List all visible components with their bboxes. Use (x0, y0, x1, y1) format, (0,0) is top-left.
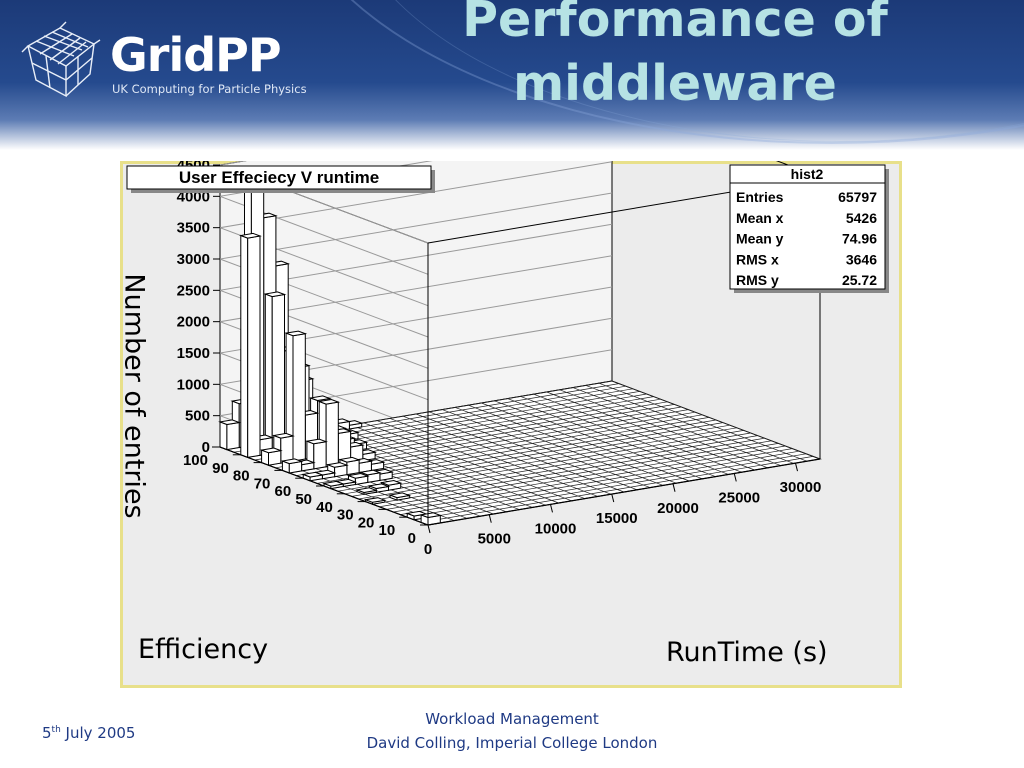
bar (218, 419, 242, 451)
floor-line (414, 453, 807, 521)
floor-line (337, 424, 730, 492)
tick-mark (795, 463, 798, 472)
axis-ticks: 0500100015002000250030003500400045000500… (177, 161, 822, 558)
chart-title-box: User Effeciecy V runtime (126, 165, 435, 193)
footer-date: 5th July 2005 (42, 724, 135, 742)
stats-name: hist2 (791, 166, 824, 182)
z-tick-label: 0 (202, 439, 210, 456)
floor-line (393, 445, 786, 513)
floor-line (421, 456, 814, 523)
gridpp-tagline: UK Computing for Particle Physics (112, 82, 307, 96)
stats-value: 3646 (846, 251, 877, 267)
stats-value: 65797 (838, 189, 877, 205)
chart-title: User Effeciecy V runtime (179, 168, 379, 187)
tick-mark (550, 504, 553, 513)
stats-label: Mean y (736, 231, 784, 247)
floor-line (351, 430, 744, 497)
box-edge (775, 161, 821, 178)
tick-mark (488, 514, 492, 523)
bar (388, 492, 412, 501)
y-tick-label: 100 (183, 452, 208, 469)
footer-center: Workload Management David Colling, Imper… (300, 707, 724, 755)
floor-line (379, 440, 772, 508)
floor-line (365, 435, 758, 502)
footer-line: David Colling, Imperial College London (366, 734, 658, 752)
gridpp-logo-text: GridPP (110, 28, 282, 82)
y-axis-label: Number of entries (118, 273, 150, 519)
axis-line (427, 458, 821, 526)
slide-title: Performance of middleware (390, 0, 960, 116)
floor-line (372, 437, 765, 505)
x-tick-label: 10000 (535, 520, 577, 537)
z-tick-label: 500 (185, 408, 210, 425)
floor-line (407, 450, 800, 518)
x-axis-label: RunTime (s) (666, 637, 828, 668)
date-day: 5 (42, 724, 52, 742)
floor-line (330, 422, 723, 489)
bar (322, 480, 346, 490)
y-tick-label: 0 (408, 530, 416, 547)
z-tick-label: 1000 (177, 376, 210, 393)
header-banner: GridPP UK Computing for Particle Physics… (0, 0, 1024, 150)
z-tick-label: 2500 (177, 282, 210, 299)
floor-line (386, 443, 779, 510)
tick-mark (427, 524, 431, 534)
stats-label: RMS x (736, 251, 779, 267)
stats-label: RMS y (736, 272, 779, 288)
y-tick-label: 30 (337, 507, 354, 524)
y-tick-label: 60 (275, 483, 292, 500)
z-tick-label: 2000 (177, 314, 210, 331)
lego-chart: 0500100015002000250030003500400045000500… (123, 161, 899, 685)
date-suffix: th (51, 725, 61, 735)
slide-title-line: middleware (513, 55, 837, 112)
x-tick-label: 5000 (478, 531, 511, 548)
gridpp-grid-icon (21, 21, 101, 98)
y-tick-label: 80 (233, 468, 250, 485)
y-tick-label: 20 (358, 514, 375, 531)
stats-value: 74.96 (842, 231, 877, 247)
z-tick-label: 3500 (177, 220, 210, 237)
bar (259, 447, 283, 466)
stats-value: 5426 (846, 210, 877, 226)
date-rest: July 2005 (60, 724, 136, 742)
tick-mark (733, 473, 737, 482)
x-tick-label: 30000 (780, 479, 822, 496)
bar (238, 232, 262, 459)
slide-title-line: Performance of (462, 0, 888, 48)
z-tick-label: 3000 (177, 251, 210, 268)
floor-line (358, 432, 751, 500)
z-tick-label: 1500 (177, 345, 210, 362)
tick-mark (611, 493, 615, 503)
tick-mark (672, 483, 676, 492)
y-tick-label: 10 (379, 522, 396, 539)
depth-axis-label: Efficiency (138, 634, 269, 665)
bars (218, 170, 443, 526)
floor-line (400, 448, 793, 515)
bar (355, 487, 379, 496)
stats-box: hist2 Entries 65797 Mean x 5426 Mean y 74.96 R… (729, 164, 889, 293)
y-tick-label: 50 (295, 491, 312, 508)
y-tick-label: 90 (212, 460, 229, 477)
bar (263, 291, 287, 455)
y-tick-label: 40 (316, 499, 333, 516)
y-tick-label: 70 (254, 475, 271, 492)
footer-line: Workload Management (425, 710, 599, 728)
x-tick-label: 25000 (718, 489, 760, 506)
x-tick-label: 20000 (657, 500, 699, 517)
stats-label: Mean x (736, 210, 784, 226)
floor-line (344, 427, 737, 495)
x-tick-label: 15000 (596, 510, 638, 527)
stats-value: 25.72 (842, 272, 877, 288)
stats-label: Entries (736, 189, 784, 205)
x-tick-label: 0 (424, 541, 432, 558)
